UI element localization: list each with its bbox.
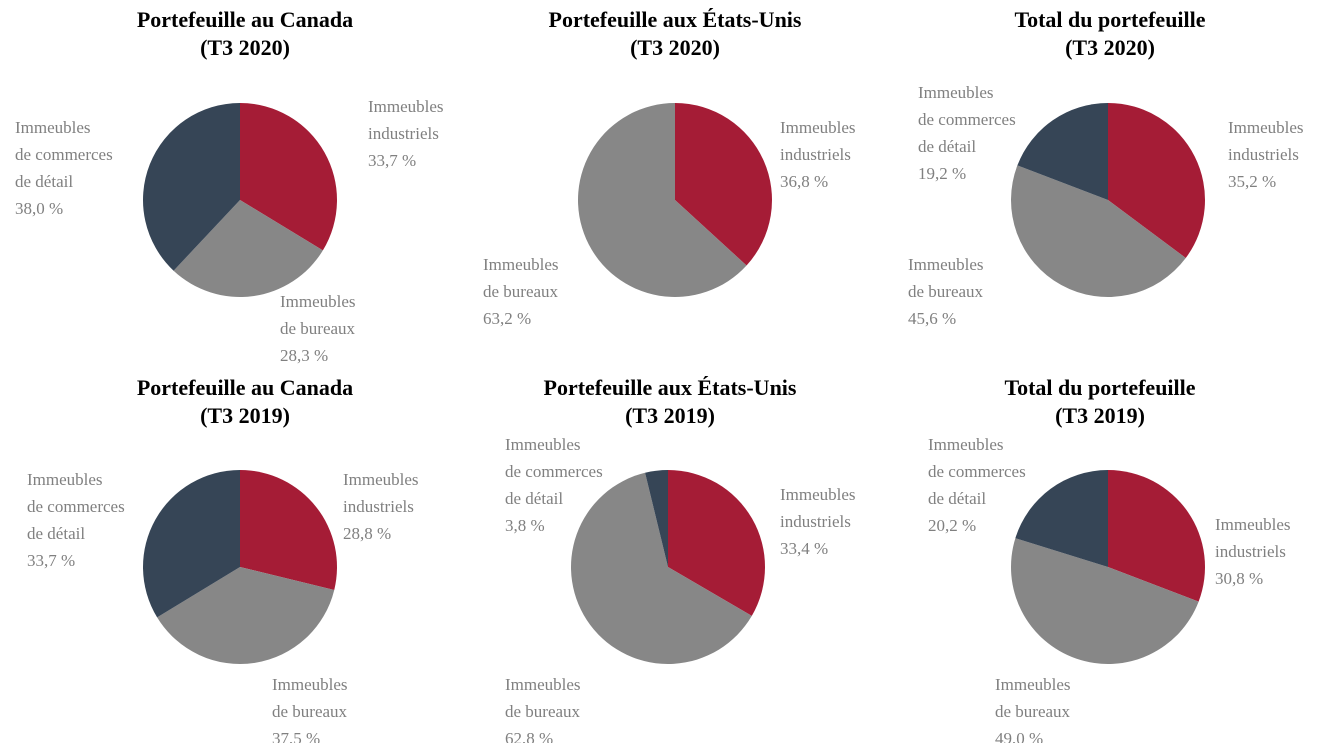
- pie-slice: [1015, 470, 1108, 567]
- slice-label: Immeubles: [15, 118, 91, 137]
- slice-value-label: 28,3 %: [280, 346, 328, 365]
- slice-label: Immeubles: [280, 292, 356, 311]
- chart-subtitle: (T3 2020): [630, 35, 720, 60]
- slice-label: de commerces: [928, 462, 1026, 481]
- slice-value-label: 49,0 %: [995, 729, 1043, 743]
- chart-subtitle: (T3 2019): [625, 403, 715, 428]
- slice-label: de commerces: [505, 462, 603, 481]
- slice-label: industriels: [368, 124, 439, 143]
- slice-label: industriels: [343, 497, 414, 516]
- slice-label: de bureaux: [280, 319, 356, 338]
- slice-label: Immeubles: [505, 675, 581, 694]
- pie-slice: [143, 103, 240, 271]
- slice-label: de bureaux: [995, 702, 1071, 721]
- chart-title: Portefeuille aux États-Unis: [549, 7, 802, 32]
- chart-title: Portefeuille aux États-Unis: [544, 375, 797, 400]
- slice-label: de détail: [928, 489, 986, 508]
- slice-label: de détail: [15, 172, 73, 191]
- slice-label: Immeubles: [505, 435, 581, 454]
- slice-label: Immeubles: [995, 675, 1071, 694]
- slice-label: de bureaux: [908, 282, 984, 301]
- slice-value-label: 62,8 %: [505, 729, 553, 743]
- pie-slice: [240, 103, 337, 251]
- slice-label: de détail: [918, 137, 976, 156]
- slice-value-label: 36,8 %: [780, 172, 828, 191]
- slice-value-label: 33,7 %: [27, 551, 75, 570]
- slice-label: Immeubles: [1215, 515, 1291, 534]
- chart-title: Total du portefeuille: [1014, 7, 1205, 32]
- pie-slice: [1011, 165, 1186, 297]
- slice-label: Immeubles: [1228, 118, 1304, 137]
- slice-value-label: 37,5 %: [272, 729, 320, 743]
- pie-slice: [1010, 538, 1199, 665]
- slice-label: de détail: [505, 489, 563, 508]
- chart-title: Total du portefeuille: [1004, 375, 1195, 400]
- slice-label: industriels: [780, 145, 851, 164]
- slice-label: de bureaux: [272, 702, 348, 721]
- slice-value-label: 28,8 %: [343, 524, 391, 543]
- slice-label: Immeubles: [272, 675, 348, 694]
- chart-subtitle: (T3 2020): [200, 35, 290, 60]
- slice-label: Immeubles: [27, 470, 103, 489]
- slice-value-label: 33,4 %: [780, 539, 828, 558]
- slice-label: Immeubles: [483, 255, 559, 274]
- chart-title: Portefeuille au Canada: [137, 375, 353, 400]
- slice-value-label: 63,2 %: [483, 309, 531, 328]
- pie-slice: [668, 470, 765, 616]
- pie-slice: [1108, 470, 1205, 602]
- pie-slice: [571, 472, 752, 664]
- slice-label: Immeubles: [780, 485, 856, 504]
- chart-subtitle: (T3 2019): [1055, 403, 1145, 428]
- slice-label: Immeubles: [343, 470, 419, 489]
- pie-slice: [173, 200, 323, 297]
- slice-label: industriels: [1215, 542, 1286, 561]
- slice-label: de détail: [27, 524, 85, 543]
- slice-label: industriels: [780, 512, 851, 531]
- pie-slice: [645, 470, 668, 567]
- slice-label: industriels: [1228, 145, 1299, 164]
- pie-slice: [578, 103, 747, 297]
- slice-value-label: 19,2 %: [918, 164, 966, 183]
- slice-value-label: 30,8 %: [1215, 569, 1263, 588]
- slice-label: Immeubles: [780, 118, 856, 137]
- chart-subtitle: (T3 2020): [1065, 35, 1155, 60]
- slice-label: Immeubles: [908, 255, 984, 274]
- slice-value-label: 35,2 %: [1228, 172, 1276, 191]
- slice-label: de bureaux: [505, 702, 581, 721]
- slice-value-label: 20,2 %: [928, 516, 976, 535]
- slice-label: Immeubles: [918, 83, 994, 102]
- pie-slice: [675, 103, 772, 266]
- slice-label: Immeubles: [368, 97, 444, 116]
- chart-title: Portefeuille au Canada: [137, 7, 353, 32]
- pie-slice: [240, 470, 337, 590]
- slice-value-label: 45,6 %: [908, 309, 956, 328]
- pie-slice: [1017, 103, 1108, 200]
- slice-label: de commerces: [15, 145, 113, 164]
- pie-slice: [1108, 103, 1205, 258]
- pie-slice: [143, 470, 240, 618]
- slice-label: Immeubles: [928, 435, 1004, 454]
- slice-label: de commerces: [918, 110, 1016, 129]
- slice-label: de bureaux: [483, 282, 559, 301]
- slice-label: de commerces: [27, 497, 125, 516]
- slice-value-label: 3,8 %: [505, 516, 545, 535]
- slice-value-label: 38,0 %: [15, 199, 63, 218]
- slice-value-label: 33,7 %: [368, 151, 416, 170]
- pie-slice: [157, 567, 335, 664]
- chart-subtitle: (T3 2019): [200, 403, 290, 428]
